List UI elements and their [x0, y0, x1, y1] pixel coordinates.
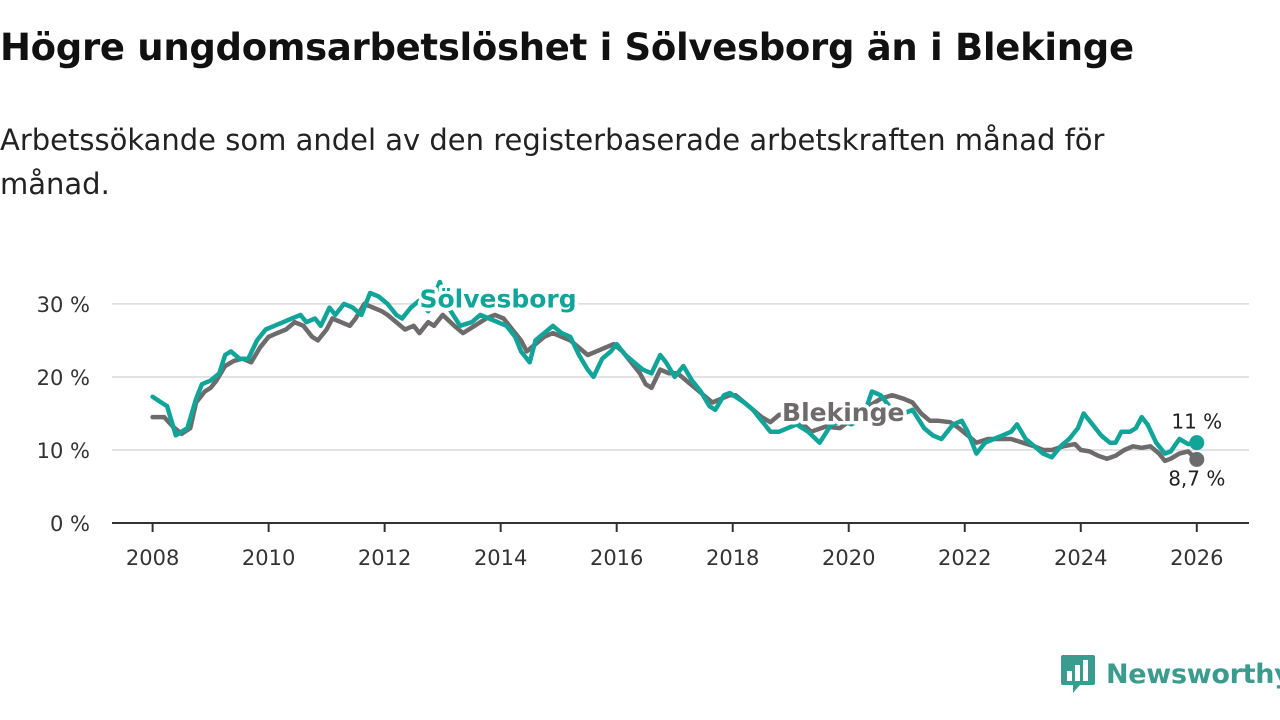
y-axis-ticks: 0 % 10 % 20 % 30 %	[37, 293, 90, 536]
series-label-blekinge: Blekinge	[782, 398, 904, 427]
x-tick-label: 2010	[242, 546, 295, 570]
series-line-blekinge	[150, 301, 1200, 464]
x-tick-label: 2014	[474, 546, 527, 570]
x-tick-label: 2012	[358, 546, 411, 570]
end-label-blekinge: 8,7 %	[1168, 466, 1225, 490]
x-tick-label: 2022	[938, 546, 991, 570]
chart-title: Högre ungdomsarbetslöshet i Sölvesborg ä…	[0, 26, 1134, 69]
newsworthy-logo-icon	[1061, 655, 1095, 693]
y-tick-label: 0 %	[50, 512, 90, 536]
series-layer	[150, 279, 1205, 467]
x-tick-label: 2016	[590, 546, 643, 570]
x-tick-label: 2018	[706, 546, 759, 570]
y-tick-label: 10 %	[37, 439, 90, 463]
end-point-blekinge	[1189, 451, 1205, 467]
y-tick-label: 20 %	[37, 366, 90, 390]
brand-name: Newsworthy	[1106, 658, 1280, 690]
x-tick-label: 2020	[822, 546, 875, 570]
x-tick-label: 2008	[126, 546, 179, 570]
x-axis-ticks: 2008 2010 2012 2014 2016 2018 2020 2022 2024 2026	[112, 522, 1249, 570]
end-label-solvesborg: 11 %	[1171, 410, 1222, 434]
chart-subtitle: Arbetssökande som andel av den registerb…	[0, 123, 1105, 201]
newsworthy-logo[interactable]: Newsworthy	[1060, 654, 1280, 694]
end-point-solvesborg	[1189, 435, 1205, 451]
label-layer: 8,7 % 11 % Blekinge Sölvesborg	[416, 281, 1225, 490]
x-tick-label: 2026	[1170, 546, 1223, 570]
y-tick-label: 30 %	[37, 293, 90, 317]
series-label-solvesborg: Sölvesborg	[419, 285, 576, 314]
x-tick-label: 2024	[1054, 546, 1107, 570]
series-line-solvesborg	[150, 279, 1200, 460]
